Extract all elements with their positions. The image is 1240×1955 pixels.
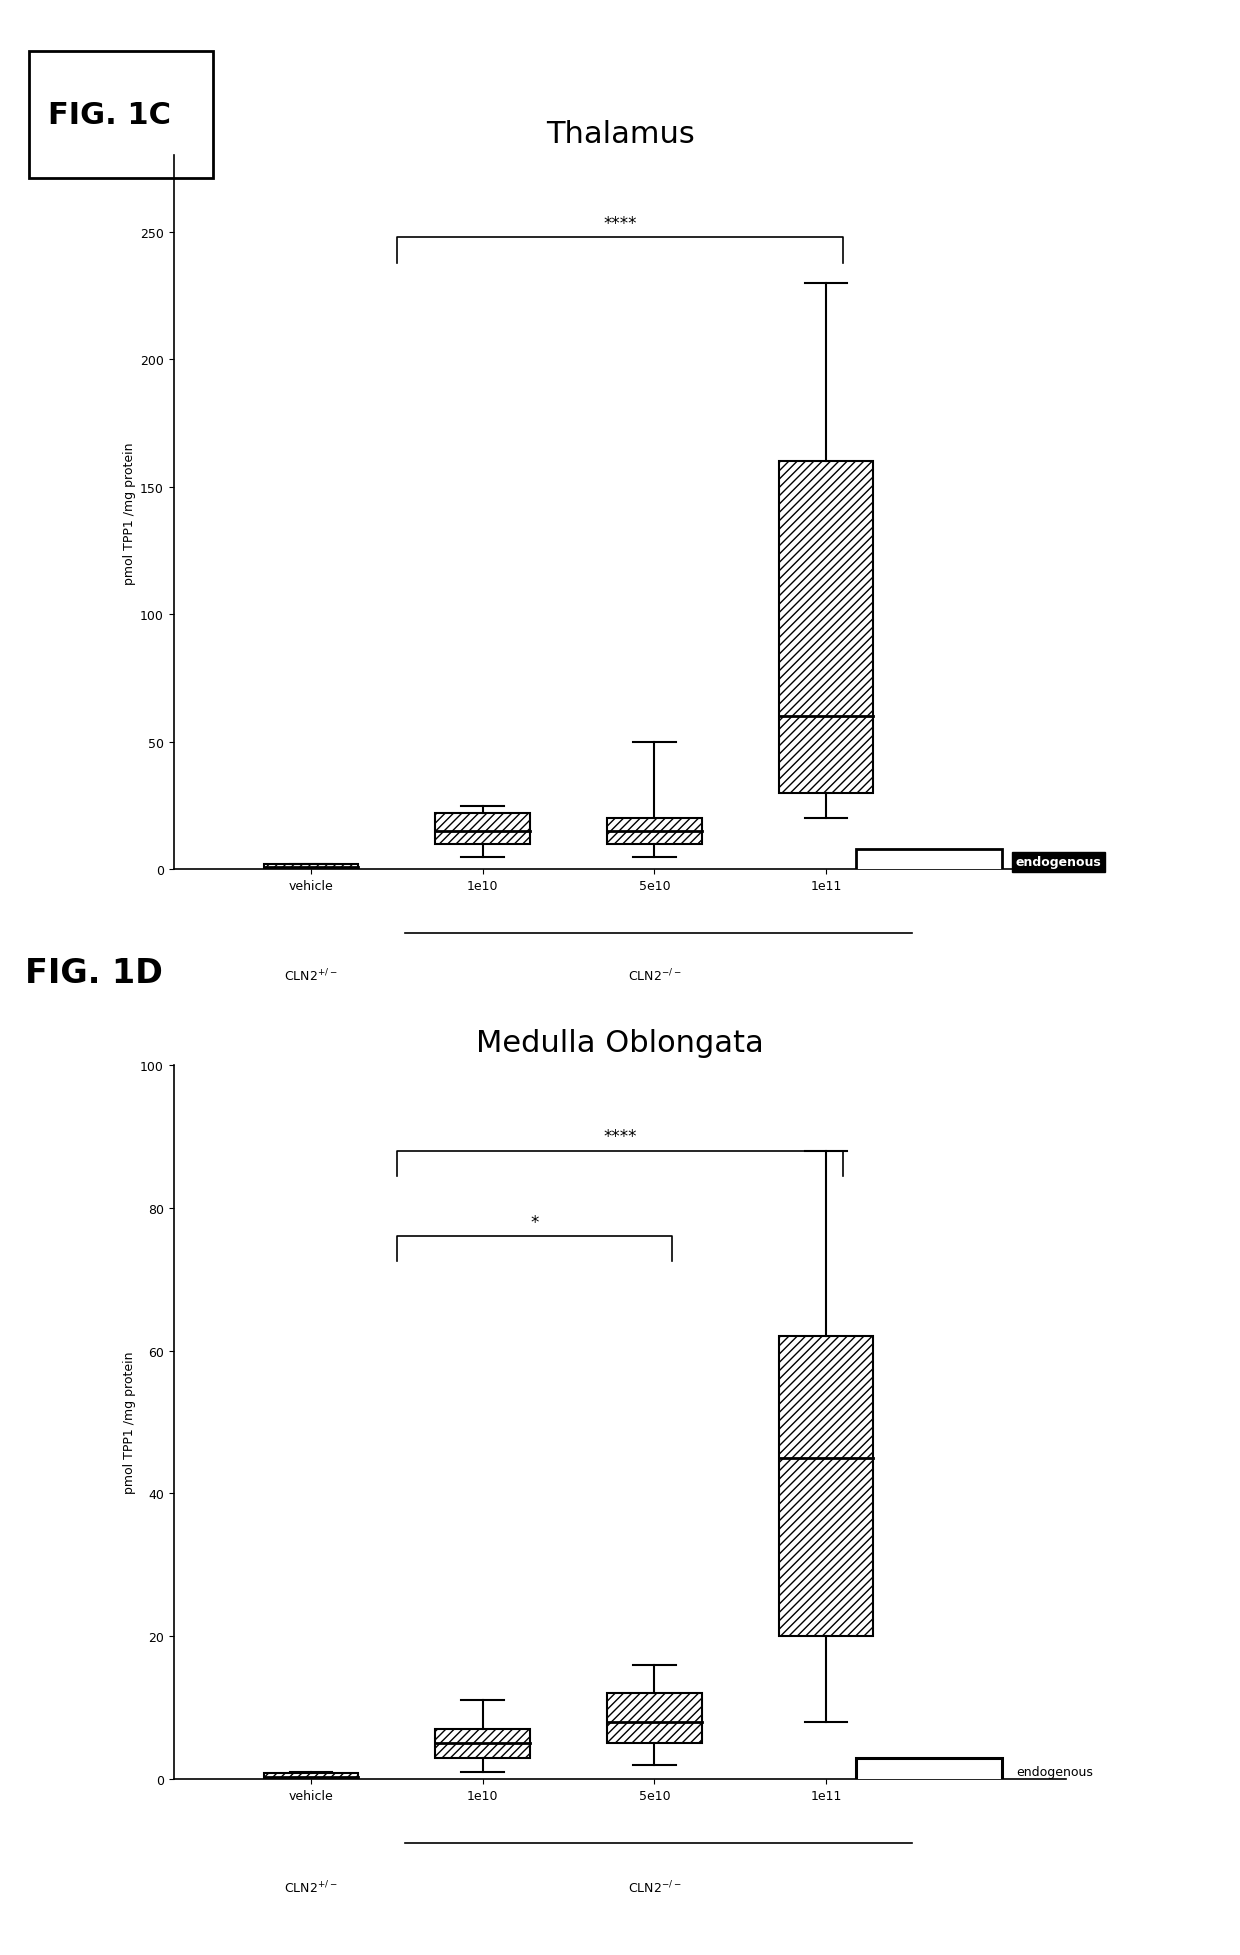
Bar [608, 819, 702, 845]
Text: CLN2$^{-/-}$: CLN2$^{-/-}$ [627, 968, 681, 983]
Text: CLN2$^{+/-}$: CLN2$^{+/-}$ [284, 1879, 337, 1896]
Bar [779, 461, 873, 794]
Bar [435, 813, 529, 845]
Bar [856, 850, 1002, 876]
Bar [264, 864, 358, 870]
Text: FIG. 1D: FIG. 1D [25, 956, 162, 989]
Bar [779, 1337, 873, 1636]
Bar [435, 1728, 529, 1758]
Bar [264, 1773, 358, 1779]
Y-axis label: pmol TPP1 /mg protein: pmol TPP1 /mg protein [123, 1351, 136, 1494]
Text: CLN2$^{-/-}$: CLN2$^{-/-}$ [627, 1879, 681, 1896]
Text: ****: **** [603, 215, 637, 233]
Text: ****: **** [603, 1128, 637, 1146]
Text: endogenous: endogenous [1016, 1765, 1092, 1779]
Text: FIG. 1C: FIG. 1C [48, 102, 171, 129]
Title: Thalamus: Thalamus [546, 119, 694, 149]
Bar [608, 1693, 702, 1744]
Text: endogenous: endogenous [1016, 856, 1101, 868]
Text: CLN2$^{+/-}$: CLN2$^{+/-}$ [284, 968, 337, 983]
Y-axis label: pmol TPP1 /mg protein: pmol TPP1 /mg protein [123, 442, 136, 585]
Bar [856, 1758, 1002, 1787]
Text: *: * [529, 1212, 538, 1232]
Title: Medulla Oblongata: Medulla Oblongata [476, 1028, 764, 1058]
